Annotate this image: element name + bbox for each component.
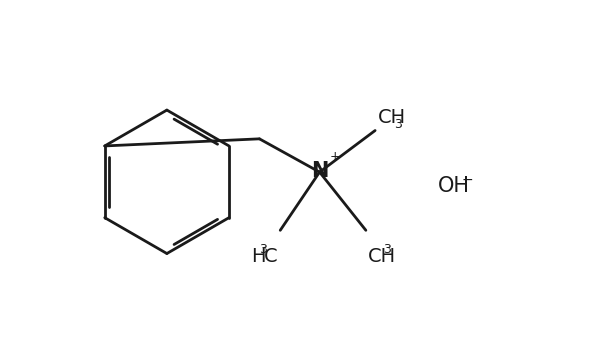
- Text: −: −: [462, 173, 473, 187]
- Text: CH: CH: [378, 108, 406, 127]
- Text: H: H: [251, 247, 266, 266]
- Text: 3: 3: [394, 118, 402, 131]
- Text: N: N: [311, 161, 328, 181]
- Text: 3: 3: [383, 243, 391, 256]
- Text: OH: OH: [438, 176, 469, 196]
- Text: +: +: [329, 150, 340, 163]
- Text: CH: CH: [367, 247, 395, 266]
- Text: 3: 3: [258, 243, 267, 256]
- Text: C: C: [264, 247, 278, 266]
